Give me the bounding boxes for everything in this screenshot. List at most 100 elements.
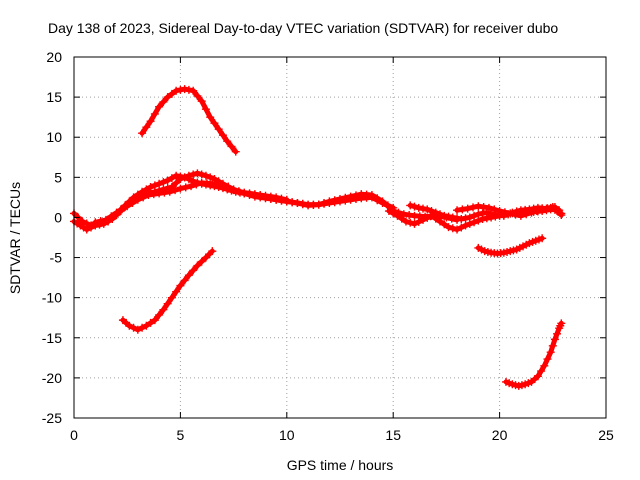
data-point — [277, 194, 286, 203]
data-point — [406, 218, 415, 227]
data-point — [208, 247, 217, 256]
data-point — [427, 207, 436, 216]
data-point — [436, 217, 445, 226]
data-point — [231, 147, 240, 156]
data-point — [540, 361, 549, 370]
y-tick-label: 20 — [46, 49, 62, 65]
data-point — [159, 178, 168, 187]
data-point — [189, 86, 198, 95]
y-tick-label: 0 — [54, 209, 62, 225]
data-point — [553, 329, 562, 338]
y-axis-title: SDTVAR / TECUs — [7, 182, 23, 294]
data-point — [214, 125, 223, 134]
data-point — [138, 323, 147, 332]
data-point — [298, 200, 307, 209]
grid-layer — [74, 57, 606, 418]
data-point — [320, 199, 329, 208]
data-point — [548, 203, 557, 212]
data-point — [150, 316, 159, 325]
data-point — [444, 223, 453, 232]
data-point — [448, 213, 457, 222]
data-point — [189, 170, 198, 179]
data-point — [163, 299, 172, 308]
data-point — [288, 198, 297, 207]
data-point — [133, 195, 142, 204]
data-point — [172, 178, 181, 187]
data-point — [176, 85, 185, 94]
data-point — [543, 355, 552, 364]
data-point — [448, 224, 457, 233]
data-point — [543, 204, 552, 213]
data-point — [155, 179, 164, 188]
data-point — [444, 212, 453, 221]
data-point — [261, 191, 270, 200]
data-point — [112, 208, 121, 217]
x-axis-title: GPS time / hours — [287, 457, 394, 473]
data-point — [163, 176, 172, 185]
data-point — [557, 319, 566, 328]
data-point — [142, 321, 151, 330]
data-point — [210, 174, 219, 183]
data-point — [223, 137, 232, 146]
data-point — [414, 203, 423, 212]
x-tick-label: 20 — [492, 427, 508, 443]
data-point — [107, 212, 116, 221]
data-point — [495, 207, 504, 216]
data-point — [346, 195, 355, 204]
data-point — [465, 213, 474, 222]
data-point — [367, 193, 376, 202]
data-point — [155, 310, 164, 319]
series-layer — [70, 85, 566, 390]
y-tick-label: 10 — [46, 129, 62, 145]
y-tick-label: -20 — [42, 370, 62, 386]
data-point — [522, 210, 531, 219]
data-point — [457, 215, 466, 224]
data-point — [527, 208, 536, 217]
data-point — [197, 97, 206, 106]
data-point — [399, 210, 408, 219]
data-point — [125, 321, 134, 330]
data-point — [533, 372, 542, 381]
data-point — [414, 217, 423, 226]
data-point — [314, 200, 323, 209]
data-point — [101, 215, 110, 224]
y-tick-label: -25 — [42, 410, 62, 426]
data-point — [167, 89, 176, 98]
data-point — [537, 367, 546, 376]
data-point — [423, 205, 432, 214]
data-point — [187, 182, 196, 191]
data-point — [384, 207, 393, 216]
data-point — [171, 186, 180, 195]
data-point — [538, 205, 547, 214]
tick-layer: 0 5 10 15 20 25 -25 -20 -15 -10 -5 0 5 10 15 20 — [42, 49, 614, 443]
data-point — [516, 211, 525, 220]
y-tick-label: -5 — [50, 250, 63, 266]
data-point — [184, 171, 193, 180]
data-point — [163, 93, 172, 102]
data-point — [210, 119, 219, 128]
plot-frame — [73, 56, 607, 419]
data-point — [180, 276, 189, 285]
data-point — [193, 91, 202, 100]
data-point — [405, 211, 414, 220]
data-point — [128, 199, 137, 208]
data-point — [478, 209, 487, 218]
data-point — [453, 214, 462, 223]
data-point — [266, 192, 275, 201]
series-band — [503, 320, 564, 389]
data-point — [144, 190, 153, 199]
x-tick-label: 5 — [177, 427, 185, 443]
data-point — [146, 117, 155, 126]
data-point — [458, 205, 467, 214]
data-point — [282, 195, 291, 204]
data-point — [548, 341, 557, 350]
y-tick-label: 5 — [54, 169, 62, 185]
data-point — [129, 323, 138, 332]
data-point — [474, 202, 483, 211]
data-point — [87, 223, 96, 232]
data-point — [189, 266, 198, 275]
data-point — [172, 86, 181, 95]
data-point — [500, 208, 509, 217]
data-point — [431, 208, 440, 217]
